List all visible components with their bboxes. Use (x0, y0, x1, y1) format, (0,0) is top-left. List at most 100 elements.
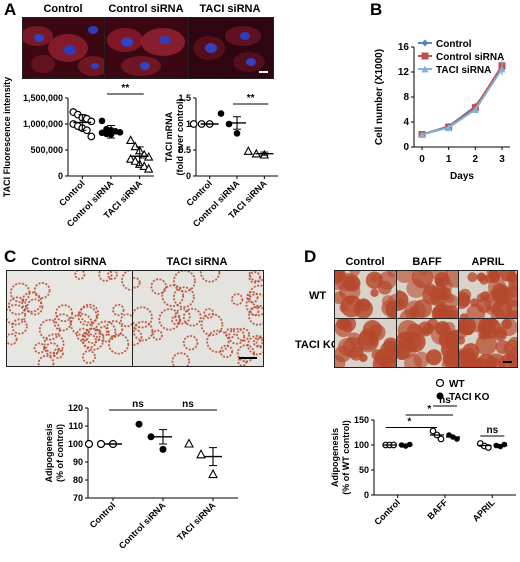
lipid-droplet-ring (133, 320, 154, 342)
oil-red-image-wt-control (334, 270, 398, 320)
lipid-droplet-ring (199, 271, 221, 283)
image-label-taci-sirna: TACI siRNA (199, 3, 261, 15)
x-tick-label: 1 (446, 154, 452, 165)
data-point-control (87, 132, 96, 141)
fluorescence-cells-taci-sirna (193, 26, 268, 73)
lipid-droplet-cluster (368, 336, 378, 346)
y-tick-label: 110 (68, 421, 83, 431)
lipid-droplet-ring (77, 305, 98, 327)
lipid-droplet-cluster (445, 294, 459, 309)
data-point-taci-sirna (143, 163, 154, 173)
lipid-droplet-cluster (397, 298, 406, 308)
y-axis-label-line2: (% of control) (55, 424, 65, 482)
lipid-droplet-cluster (501, 319, 512, 330)
lipid-droplet-cluster (475, 333, 498, 356)
lipid-droplet-cluster (495, 340, 510, 355)
y-axis-label: Cell number (X1000) (374, 49, 385, 145)
lipid-droplet-cluster (463, 348, 476, 360)
data-point-taci-ko-april (501, 441, 508, 448)
panel-letter-c: C (4, 247, 17, 266)
data-point-taci-sirna (130, 155, 140, 165)
lipid-droplet-ring (200, 313, 224, 337)
lipid-droplet-cluster (476, 293, 486, 302)
x-tick-label-control-sirna: Control siRNA (117, 500, 168, 551)
scale-bar (239, 357, 257, 359)
significance-label: ** (247, 93, 255, 104)
lipid-droplet-ring (7, 303, 27, 326)
y-axis-label-line1: Adipogenesis (44, 423, 54, 482)
lipid-droplet-ring (79, 303, 100, 324)
y-tick-label: 0 (58, 171, 63, 181)
chart-adipogenesis-baff-april: 0 50 100 150 Control BAFF APRIL Adipogenesis(% … (330, 378, 516, 527)
lipid-droplet-ring (248, 271, 261, 284)
oil-red-cells (335, 319, 397, 367)
data-point-control-sirna (135, 420, 143, 428)
lipid-droplet-ring (173, 271, 196, 293)
y-tick-label: 50 (359, 465, 369, 475)
fluorescence-cells-control (23, 26, 105, 76)
y-tick-label: 100 (354, 440, 369, 450)
data-point-control (84, 439, 94, 449)
oil-red-image-wt-baff (396, 270, 460, 320)
lipid-droplet-ring (74, 271, 86, 280)
row-label-taci-ko: TACI KO (295, 339, 340, 351)
lipid-droplet-ring (171, 352, 191, 366)
image-label-c-control-sirna: Control siRNA (31, 256, 107, 268)
lipid-droplet-cluster (425, 349, 442, 366)
lipid-droplet-cluster (490, 308, 506, 319)
lipid-droplet-cluster (467, 272, 478, 283)
lipid-droplet-ring (33, 282, 51, 299)
lipid-droplet-ring (44, 342, 60, 357)
lipid-droplet-cluster (344, 295, 355, 306)
x-tick-label-control: Control (88, 500, 118, 530)
lipid-droplet-cluster (399, 309, 419, 319)
data-point-control (87, 117, 96, 126)
data-point-control-sirna (147, 433, 155, 441)
lipid-droplet-cluster (491, 283, 508, 300)
lipid-droplet-ring (171, 315, 182, 326)
y-axis-label: Adipogenesis(% of control) (44, 423, 65, 482)
legend-label-control-sirna: Control siRNA (436, 52, 504, 63)
lipid-droplet-ring (11, 318, 28, 335)
lipid-droplet-cluster (478, 329, 490, 341)
y-tick-label: 8 (403, 92, 409, 103)
lipid-droplet-ring (107, 271, 118, 280)
lipid-droplet-ring (133, 306, 153, 329)
y-tick-label: 150 (354, 415, 369, 425)
data-point-taci-sirna (208, 468, 218, 479)
legend-label-taci-sirna: TACI siRNA (436, 65, 491, 76)
y-axis-label-line2: (% of WT control) (341, 420, 351, 494)
y-axis-label: TACI Fluorescence intensity (2, 77, 12, 197)
oil-red-cells (397, 319, 459, 367)
lipid-droplet-ring (245, 293, 263, 317)
legend-marker-control (421, 39, 429, 47)
lipid-droplet-cluster (488, 319, 498, 327)
data-point-control-sirna (98, 117, 106, 125)
lipid-droplet-cluster (459, 313, 469, 319)
lipid-droplet-cluster (339, 321, 350, 331)
x-tick-label-april: APRIL (471, 497, 498, 524)
lipid-droplet-ring (9, 282, 31, 303)
oil-red-cells-taci-sirna (133, 271, 263, 366)
series-line-taci-sirna (421, 68, 503, 136)
lipid-droplet-cluster (506, 299, 517, 319)
lipid-droplet-ring (228, 327, 246, 345)
x-tick-label: 0 (419, 154, 425, 165)
significance-label: ns (439, 395, 451, 406)
x-axis-label: Days (450, 171, 474, 182)
lipid-droplet-ring (121, 271, 133, 291)
x-tick-label-control: Control (372, 497, 402, 527)
lipid-droplet-cluster (378, 271, 397, 290)
y-tick-label: 1.5 (178, 93, 191, 103)
data-point-control (189, 120, 198, 128)
y-tick-label: 500,000 (30, 145, 63, 155)
image-label-c-taci-sirna: TACI siRNA (166, 256, 228, 268)
oil-red-cells (459, 271, 517, 319)
image-label-control-sirna: Control siRNA (108, 3, 184, 15)
lipid-droplet-ring (219, 344, 234, 359)
series-point-taci-sirna (471, 106, 479, 113)
legend-marker-taci-ko (436, 392, 444, 400)
lipid-droplet-cluster (342, 336, 364, 359)
lipid-droplet-cluster (435, 321, 450, 336)
row-label-wt: WT (309, 290, 327, 302)
